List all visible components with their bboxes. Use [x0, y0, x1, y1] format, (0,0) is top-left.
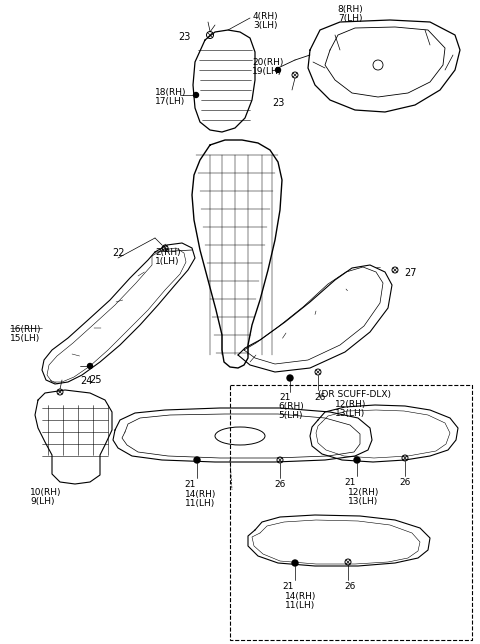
Text: 6(RH): 6(RH) — [278, 402, 304, 411]
Text: 25: 25 — [89, 375, 101, 385]
Text: 18(RH): 18(RH) — [155, 88, 187, 97]
Text: 23: 23 — [272, 98, 284, 108]
Text: 12(RH): 12(RH) — [335, 400, 366, 409]
Text: 21: 21 — [184, 480, 196, 489]
Text: 21: 21 — [279, 393, 291, 402]
Circle shape — [87, 363, 93, 368]
Text: 21: 21 — [282, 582, 294, 591]
Text: 11(LH): 11(LH) — [285, 601, 315, 610]
Text: 26: 26 — [274, 480, 286, 489]
Text: 27: 27 — [404, 268, 417, 278]
Text: 26: 26 — [314, 393, 326, 402]
Text: 17(LH): 17(LH) — [155, 97, 185, 106]
Text: 4(RH): 4(RH) — [253, 12, 278, 21]
Text: 21: 21 — [344, 478, 356, 487]
Text: 22: 22 — [112, 248, 124, 258]
Circle shape — [194, 457, 200, 463]
Text: 8(RH): 8(RH) — [337, 5, 363, 14]
Circle shape — [292, 560, 298, 566]
Text: 2(RH): 2(RH) — [155, 248, 180, 257]
Text: 24: 24 — [80, 376, 92, 386]
Text: 5(LH): 5(LH) — [278, 411, 302, 420]
Circle shape — [354, 457, 360, 463]
Circle shape — [287, 375, 293, 381]
Text: 26: 26 — [344, 582, 356, 591]
Text: 19(LH): 19(LH) — [252, 67, 282, 76]
Text: 13(LH): 13(LH) — [348, 497, 378, 506]
Text: 16(RH): 16(RH) — [10, 325, 41, 334]
Text: 26: 26 — [399, 478, 411, 487]
Text: 7(LH): 7(LH) — [338, 14, 362, 23]
Text: 3(LH): 3(LH) — [253, 21, 277, 30]
Text: 15(LH): 15(LH) — [10, 334, 40, 343]
Text: 20(RH): 20(RH) — [252, 58, 283, 67]
Circle shape — [276, 68, 280, 73]
Text: 1(LH): 1(LH) — [155, 257, 180, 266]
Text: 14(RH): 14(RH) — [185, 490, 216, 499]
Text: 10(RH): 10(RH) — [30, 488, 61, 497]
Text: 14(RH): 14(RH) — [285, 592, 316, 601]
Text: 23: 23 — [178, 32, 190, 42]
Text: 9(LH): 9(LH) — [30, 497, 55, 506]
Text: 11(LH): 11(LH) — [185, 499, 215, 508]
Text: 12(RH): 12(RH) — [348, 488, 379, 497]
Circle shape — [193, 93, 199, 97]
Text: (DR SCUFF-DLX): (DR SCUFF-DLX) — [319, 390, 392, 399]
Text: 13(LH): 13(LH) — [335, 409, 365, 418]
